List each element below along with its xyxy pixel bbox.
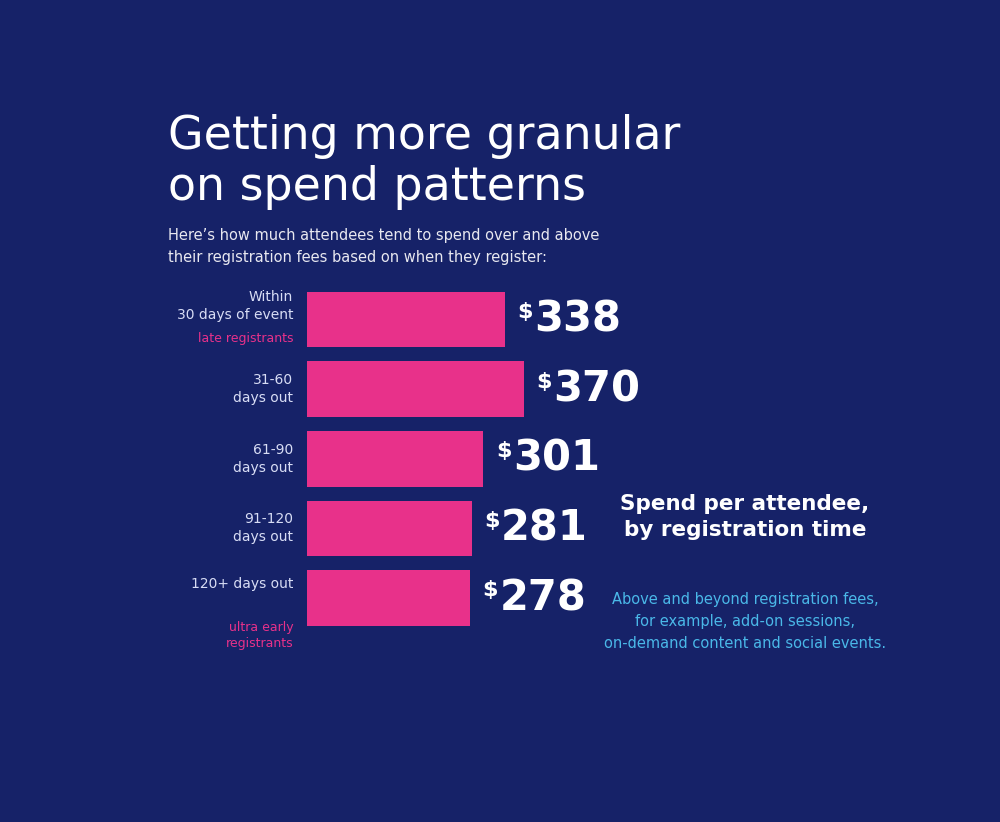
Text: $: $ [484,510,500,531]
Text: 91-120
days out: 91-120 days out [233,512,293,544]
Bar [307,362,524,417]
Text: ultra early
registrants: ultra early registrants [226,621,293,650]
Text: $: $ [482,580,498,600]
Text: Here’s how much attendees tend to spend over and above
their registration fees b: Here’s how much attendees tend to spend … [168,229,599,265]
Text: 120+ days out: 120+ days out [191,577,293,591]
Bar [307,570,470,626]
Text: $: $ [536,372,552,391]
Text: $: $ [517,302,533,322]
Text: 338: 338 [534,298,621,340]
Text: Spend per attendee,
by registration time: Spend per attendee, by registration time [620,494,870,540]
Text: 31-60
days out: 31-60 days out [233,373,293,405]
Text: 301: 301 [513,438,600,480]
Text: Within
30 days of event: Within 30 days of event [177,289,293,321]
Text: late registrants: late registrants [198,332,293,345]
Text: 61-90
days out: 61-90 days out [233,443,293,475]
Bar [307,292,505,348]
Text: Above and beyond registration fees,
for example, add-on sessions,
on-demand cont: Above and beyond registration fees, for … [604,593,886,650]
Text: Getting more granular: Getting more granular [168,114,680,159]
Text: 370: 370 [553,368,640,410]
Text: $: $ [496,441,511,461]
Bar [307,431,483,487]
Text: 281: 281 [501,507,588,549]
Text: on spend patterns: on spend patterns [168,165,586,210]
Bar [307,501,472,556]
Text: 278: 278 [499,577,586,619]
